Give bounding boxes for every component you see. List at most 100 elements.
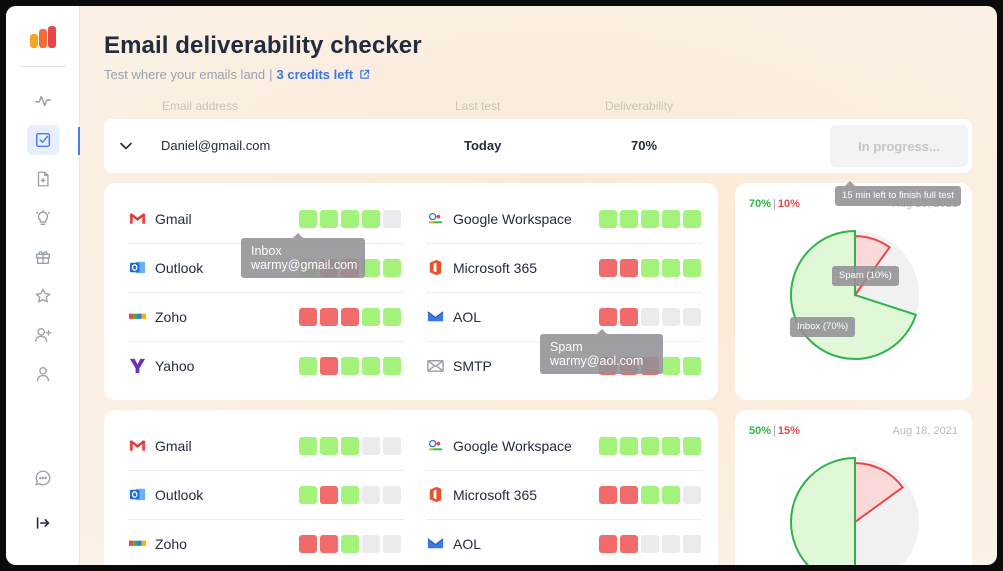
spam-result-box[interactable]	[620, 308, 638, 326]
inbox-result-box[interactable]	[641, 259, 659, 277]
provider-name: Outlook	[155, 486, 204, 503]
column-header-email: Email address	[162, 99, 239, 113]
inbox-result-box[interactable]	[341, 357, 359, 375]
spam-result-box[interactable]	[599, 535, 617, 553]
pending-result-box[interactable]	[383, 535, 401, 553]
nav-activity[interactable]	[27, 86, 59, 116]
pending-result-box[interactable]	[362, 535, 380, 553]
inbox-result-box[interactable]	[341, 437, 359, 455]
provider-row-outlook: Outlook	[128, 470, 404, 519]
nav-reports[interactable]	[27, 164, 59, 194]
inbox-result-box[interactable]	[620, 210, 638, 228]
inbox-result-box[interactable]	[341, 535, 359, 553]
spam-result-box[interactable]	[320, 535, 338, 553]
inbox-result-box[interactable]	[383, 357, 401, 375]
page-title: Email deliverability checker	[104, 32, 422, 59]
pie-inbox-slice[interactable]	[790, 456, 856, 565]
chevron-down-icon[interactable]	[118, 138, 134, 154]
inbox-result-box[interactable]	[620, 437, 638, 455]
pending-result-box[interactable]	[683, 486, 701, 504]
inbox-result-box[interactable]	[320, 210, 338, 228]
result-boxes	[299, 535, 401, 553]
active-nav-indicator	[78, 127, 80, 155]
result-boxes	[299, 357, 401, 375]
nav-profile[interactable]	[27, 359, 59, 389]
inbox-result-box[interactable]	[362, 308, 380, 326]
app-logo-icon[interactable]	[30, 26, 58, 48]
pie-spam-slice[interactable]	[854, 462, 905, 524]
pending-result-box[interactable]	[641, 308, 659, 326]
inbox-result-box[interactable]	[641, 437, 659, 455]
gift-icon	[36, 251, 50, 264]
inbox-result-box[interactable]	[599, 437, 617, 455]
inbox-result-box[interactable]	[641, 210, 659, 228]
aol-spam-tooltip: Spam warmy@aol.com	[540, 329, 663, 374]
inbox-result-box[interactable]	[662, 259, 680, 277]
inbox-result-box[interactable]	[341, 210, 359, 228]
inbox-result-box[interactable]	[299, 437, 317, 455]
spam-result-box[interactable]	[620, 535, 638, 553]
pending-result-box[interactable]	[662, 535, 680, 553]
provider-row-yahoo: Yahoo	[128, 341, 404, 390]
provider-row-google-workspace: Google Workspace	[426, 194, 702, 243]
inbox-result-box[interactable]	[362, 210, 380, 228]
nav-gifts[interactable]	[27, 242, 59, 272]
pending-result-box[interactable]	[683, 308, 701, 326]
test-last-date: Today	[464, 138, 502, 153]
row-divider	[128, 519, 404, 520]
inbox-result-box[interactable]	[299, 486, 317, 504]
pending-result-box[interactable]	[683, 535, 701, 553]
nav-checker[interactable]	[27, 125, 59, 155]
inbox-result-box[interactable]	[662, 437, 680, 455]
inbox-result-box[interactable]	[341, 486, 359, 504]
inbox-result-box[interactable]	[320, 437, 338, 455]
pending-result-box[interactable]	[362, 437, 380, 455]
spam-result-box[interactable]	[320, 486, 338, 504]
spam-result-box[interactable]	[599, 259, 617, 277]
inbox-result-box[interactable]	[662, 357, 680, 375]
nav-invite[interactable]	[27, 320, 59, 350]
nav-ideas[interactable]	[27, 203, 59, 233]
pending-result-box[interactable]	[662, 308, 680, 326]
inbox-result-box[interactable]	[683, 357, 701, 375]
inbox-result-box[interactable]	[299, 210, 317, 228]
pending-result-box[interactable]	[383, 486, 401, 504]
inbox-result-box[interactable]	[662, 210, 680, 228]
nav-favorites[interactable]	[27, 281, 59, 311]
spam-result-box[interactable]	[599, 308, 617, 326]
spam-result-box[interactable]	[320, 357, 338, 375]
nav-support-chat[interactable]	[27, 463, 59, 493]
spam-result-box[interactable]	[599, 486, 617, 504]
pending-result-box[interactable]	[641, 535, 659, 553]
inbox-result-box[interactable]	[362, 259, 380, 277]
spam-result-box[interactable]	[299, 308, 317, 326]
inbox-percent: 50%	[749, 425, 772, 437]
inbox-result-box[interactable]	[599, 210, 617, 228]
document-icon	[37, 171, 49, 187]
inbox-result-box[interactable]	[362, 357, 380, 375]
spam-result-box[interactable]	[341, 308, 359, 326]
inbox-result-box[interactable]	[299, 357, 317, 375]
spam-result-box[interactable]	[620, 259, 638, 277]
pending-result-box[interactable]	[383, 210, 401, 228]
pending-result-box[interactable]	[362, 486, 380, 504]
inbox-result-box[interactable]	[683, 210, 701, 228]
credits-link[interactable]: 3 credits left	[277, 67, 371, 82]
provider-row-microsoft-365: Microsoft 365	[426, 243, 702, 292]
nav-logout[interactable]	[27, 508, 59, 538]
inbox-result-box[interactable]	[683, 437, 701, 455]
spam-result-box[interactable]	[620, 486, 638, 504]
inbox-result-box[interactable]	[662, 486, 680, 504]
pending-result-box[interactable]	[383, 437, 401, 455]
provider-results-panel-1: Gmail Outlook Zoho Yahoo Google Workspace Mic…	[104, 183, 718, 400]
test-row[interactable]: Daniel@gmail.com Today 70% In progress..…	[104, 119, 972, 173]
inbox-result-box[interactable]	[683, 259, 701, 277]
provider-name: Microsoft 365	[453, 486, 538, 503]
inbox-result-box[interactable]	[641, 486, 659, 504]
spam-result-box[interactable]	[320, 308, 338, 326]
inbox-result-box[interactable]	[383, 259, 401, 277]
inbox-result-box[interactable]	[383, 308, 401, 326]
in-progress-button[interactable]: In progress...	[830, 125, 968, 167]
chart-date: Aug 18, 2021	[892, 425, 958, 437]
spam-result-box[interactable]	[299, 535, 317, 553]
